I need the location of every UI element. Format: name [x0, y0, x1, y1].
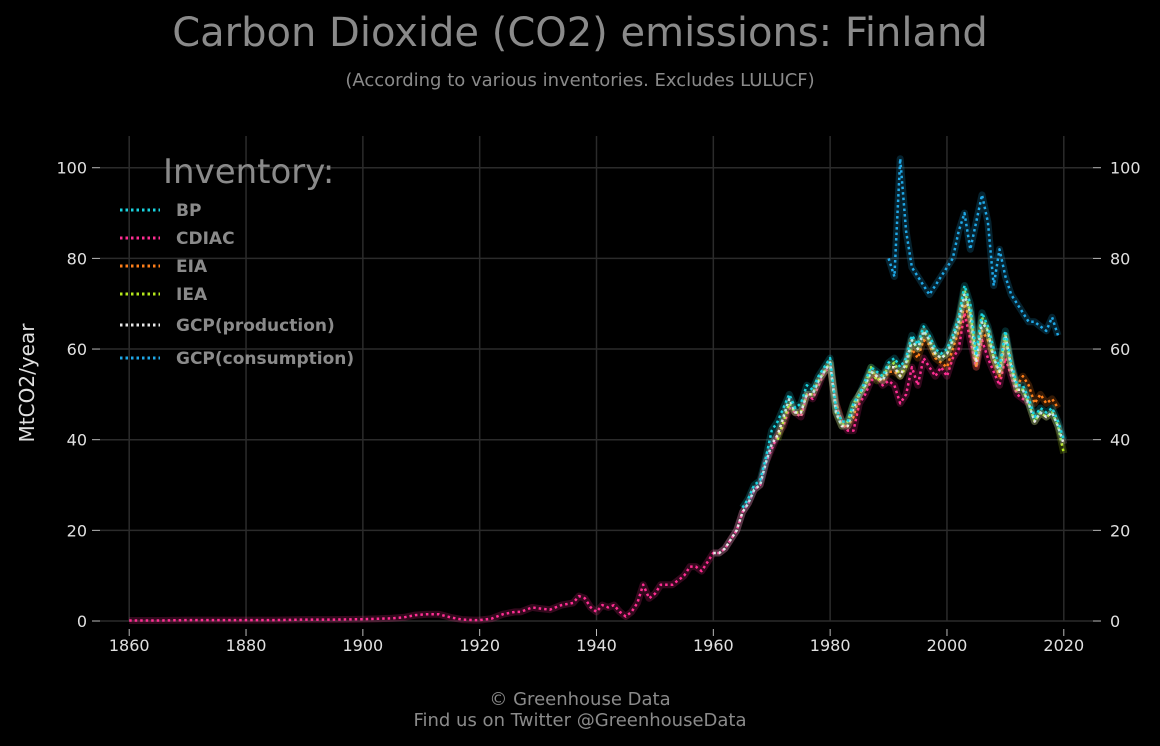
y-tick-label-right: 20 [1110, 521, 1130, 540]
series-line-gcp-production [713, 293, 1065, 555]
footer-twitter: Find us on Twitter @GreenhouseData [413, 710, 746, 731]
legend-label-gcp-consumption: GCP(consumption) [176, 349, 354, 369]
y-tick-label-left: 60 [67, 340, 87, 359]
y-axis-label: MtCO2/year [15, 323, 39, 443]
x-tick-label: 1980 [810, 636, 851, 655]
series-line-iea [776, 288, 1066, 454]
y-tick-label-right: 0 [1110, 612, 1120, 631]
y-tick-label-left: 20 [67, 521, 87, 540]
grid [100, 136, 1093, 622]
x-tick-label: 1900 [342, 636, 383, 655]
legend-title: Inventory: [163, 152, 334, 192]
legend-label-gcp-production: GCP(production) [176, 316, 335, 336]
series-glow-gcp-production [713, 291, 1068, 557]
chart-title: Carbon Dioxide (CO2) emissions: Finland [172, 10, 988, 56]
y-tick-label-right: 40 [1110, 431, 1130, 450]
legend-label-bp: BP [176, 201, 201, 221]
x-tick-label: 1920 [459, 636, 500, 655]
footer-copyright: © Greenhouse Data [489, 689, 670, 710]
chart-subtitle: (According to various inventories. Exclu… [345, 70, 814, 91]
x-tick-label: 1860 [109, 636, 150, 655]
x-tick-label: 1880 [226, 636, 267, 655]
y-tick-label-right: 60 [1110, 340, 1130, 359]
series-line-bp [741, 284, 1065, 509]
y-tick-label-left: 40 [67, 431, 87, 450]
series-line-eia [828, 302, 1060, 428]
series-line-cdiac [129, 311, 1030, 622]
series-line-gcp-consumption [887, 157, 1060, 336]
y-tick-label-left: 0 [77, 612, 87, 631]
legend-label-cdiac: CDIAC [176, 229, 235, 249]
x-tick-label: 1940 [576, 636, 617, 655]
y-tick-label-left: 100 [56, 159, 87, 178]
series-layer [129, 155, 1068, 624]
y-tick-label-left: 80 [67, 249, 87, 268]
y-tick-label-right: 100 [1110, 159, 1141, 178]
legend: Inventory: BP CDIAC EIA IEA GCP(production) G… [120, 152, 354, 369]
y-tick-label-right: 80 [1110, 249, 1130, 268]
x-tick-label: 1960 [693, 636, 734, 655]
legend-label-eia: EIA [176, 257, 208, 277]
x-tick-label: 2000 [927, 636, 968, 655]
x-tick-label: 2020 [1043, 636, 1084, 655]
legend-label-iea: IEA [176, 285, 208, 305]
